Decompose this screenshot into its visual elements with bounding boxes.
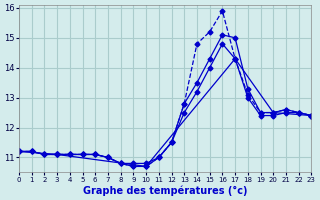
X-axis label: Graphe des températures (°c): Graphe des températures (°c) [83, 185, 247, 196]
